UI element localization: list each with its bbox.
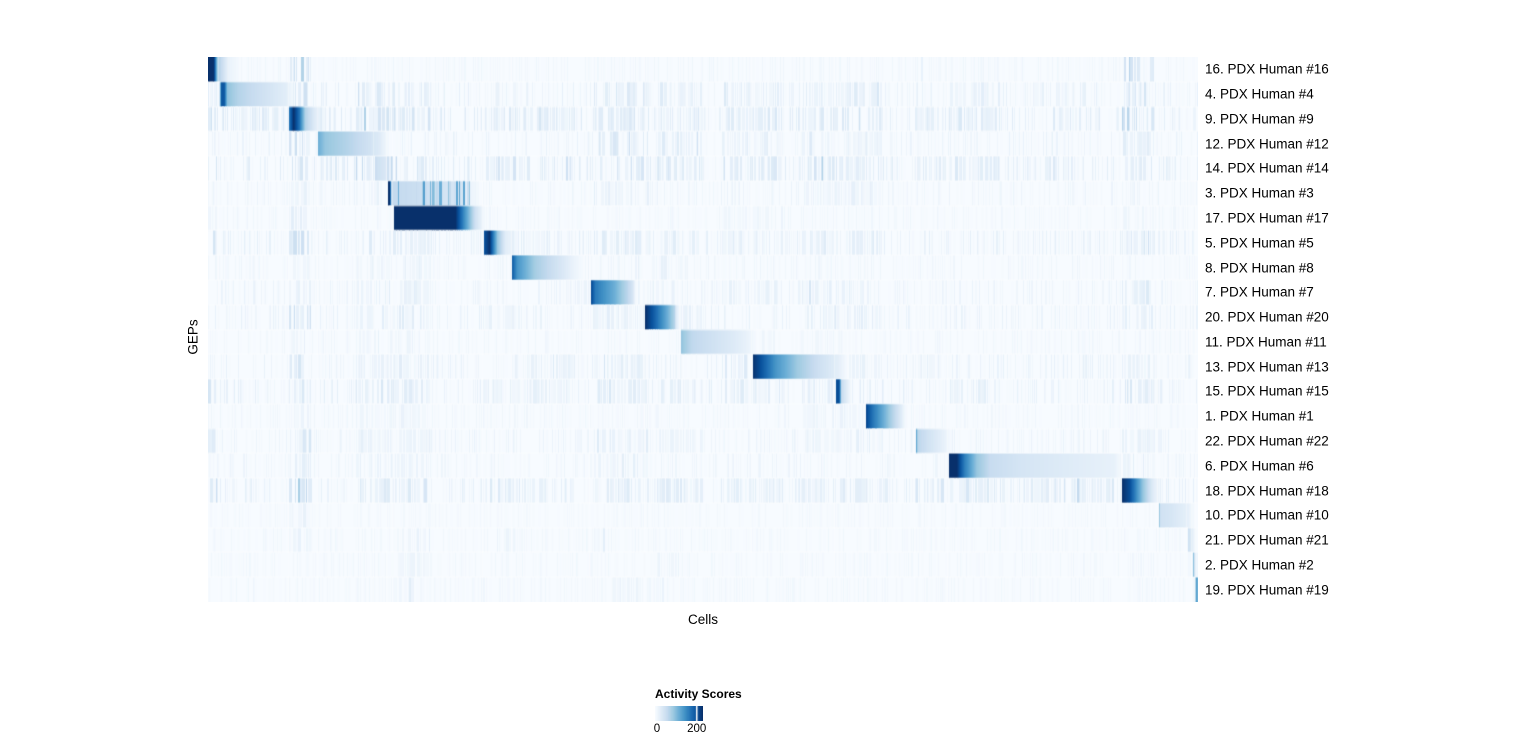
- row-label: 15. PDX Human #15: [1205, 383, 1329, 399]
- x-axis-label: Cells: [687, 612, 718, 627]
- y-axis-label: GEPs: [185, 319, 201, 355]
- row-label: 3. PDX Human #3: [1205, 185, 1314, 201]
- row-label: 20. PDX Human #20: [1205, 309, 1329, 325]
- row-label: 5. PDX Human #5: [1205, 235, 1314, 251]
- legend-title: Activity Scores: [655, 687, 742, 701]
- row-label: 19. PDX Human #19: [1205, 582, 1329, 598]
- row-label: 4. PDX Human #4: [1205, 86, 1314, 102]
- row-label: 18. PDX Human #18: [1205, 483, 1329, 499]
- row-label: 22. PDX Human #22: [1205, 433, 1329, 449]
- row-label: 13. PDX Human #13: [1205, 359, 1329, 375]
- row-label: 1. PDX Human #1: [1205, 408, 1314, 424]
- row-label: 2. PDX Human #2: [1205, 557, 1314, 573]
- row-label: 16. PDX Human #16: [1205, 61, 1329, 77]
- row-label: 6. PDX Human #6: [1205, 458, 1314, 474]
- row-label: 9. PDX Human #9: [1205, 111, 1314, 127]
- row-label: 17. PDX Human #17: [1205, 210, 1329, 226]
- row-label: 21. PDX Human #21: [1205, 532, 1329, 548]
- legend-colorbar: [655, 706, 703, 721]
- row-label: 7. PDX Human #7: [1205, 284, 1314, 300]
- row-label: 12. PDX Human #12: [1205, 136, 1329, 152]
- row-label: 14. PDX Human #14: [1205, 160, 1329, 176]
- row-labels: 16. PDX Human #16 4. PDX Human #4 9. PDX H…: [1205, 57, 1525, 602]
- row-label: 8. PDX Human #8: [1205, 260, 1314, 276]
- legend-tick-label: 200: [687, 723, 707, 735]
- heatmap-canvas: [208, 57, 1198, 602]
- legend-tick-label: 0: [653, 723, 661, 735]
- row-label: 11. PDX Human #11: [1205, 334, 1327, 350]
- legend: Activity Scores 0 200: [653, 687, 815, 743]
- row-label: 10. PDX Human #10: [1205, 507, 1329, 523]
